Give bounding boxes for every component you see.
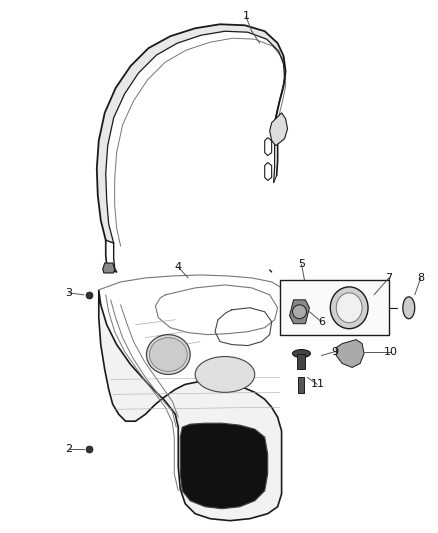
Polygon shape [298, 377, 304, 393]
Text: 2: 2 [65, 444, 73, 454]
Polygon shape [270, 113, 288, 146]
Ellipse shape [336, 293, 362, 322]
Text: 10: 10 [384, 346, 398, 357]
Ellipse shape [146, 335, 190, 375]
Polygon shape [297, 353, 305, 369]
Ellipse shape [149, 337, 187, 372]
Ellipse shape [330, 287, 368, 329]
Circle shape [293, 305, 307, 319]
Polygon shape [99, 290, 282, 521]
Ellipse shape [195, 357, 255, 392]
Text: 6: 6 [318, 317, 325, 327]
Text: 1: 1 [242, 11, 249, 21]
Polygon shape [290, 300, 309, 324]
Polygon shape [103, 263, 115, 273]
Text: 8: 8 [417, 273, 424, 283]
Text: 7: 7 [385, 273, 392, 283]
Polygon shape [180, 423, 268, 508]
Text: 4: 4 [175, 262, 182, 272]
Ellipse shape [293, 350, 311, 358]
Polygon shape [336, 340, 364, 367]
Text: 5: 5 [298, 259, 305, 269]
Ellipse shape [403, 297, 415, 319]
Text: 3: 3 [65, 288, 72, 298]
Bar [279, 280, 389, 335]
Text: 11: 11 [311, 379, 325, 390]
Text: 9: 9 [332, 346, 339, 357]
Polygon shape [97, 25, 286, 243]
